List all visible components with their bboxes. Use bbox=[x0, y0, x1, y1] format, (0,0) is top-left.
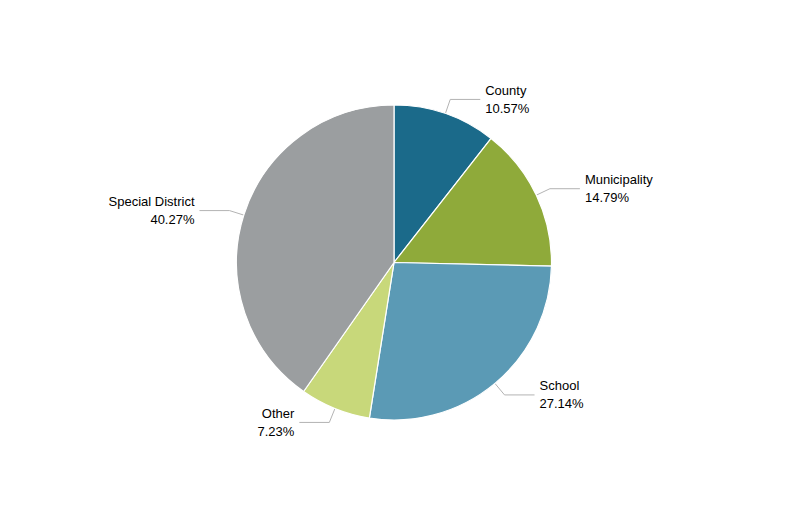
svg-text:7.23%: 7.23% bbox=[257, 424, 294, 439]
svg-text:Other: Other bbox=[262, 406, 295, 421]
svg-text:Special District: Special District bbox=[109, 194, 195, 209]
svg-text:Municipality: Municipality bbox=[585, 172, 653, 187]
svg-text:27.14%: 27.14% bbox=[540, 396, 585, 411]
svg-text:10.57%: 10.57% bbox=[485, 101, 530, 116]
svg-text:School: School bbox=[540, 378, 580, 393]
svg-text:14.79%: 14.79% bbox=[585, 190, 630, 205]
svg-text:40.27%: 40.27% bbox=[150, 212, 195, 227]
svg-text:County: County bbox=[485, 83, 527, 98]
